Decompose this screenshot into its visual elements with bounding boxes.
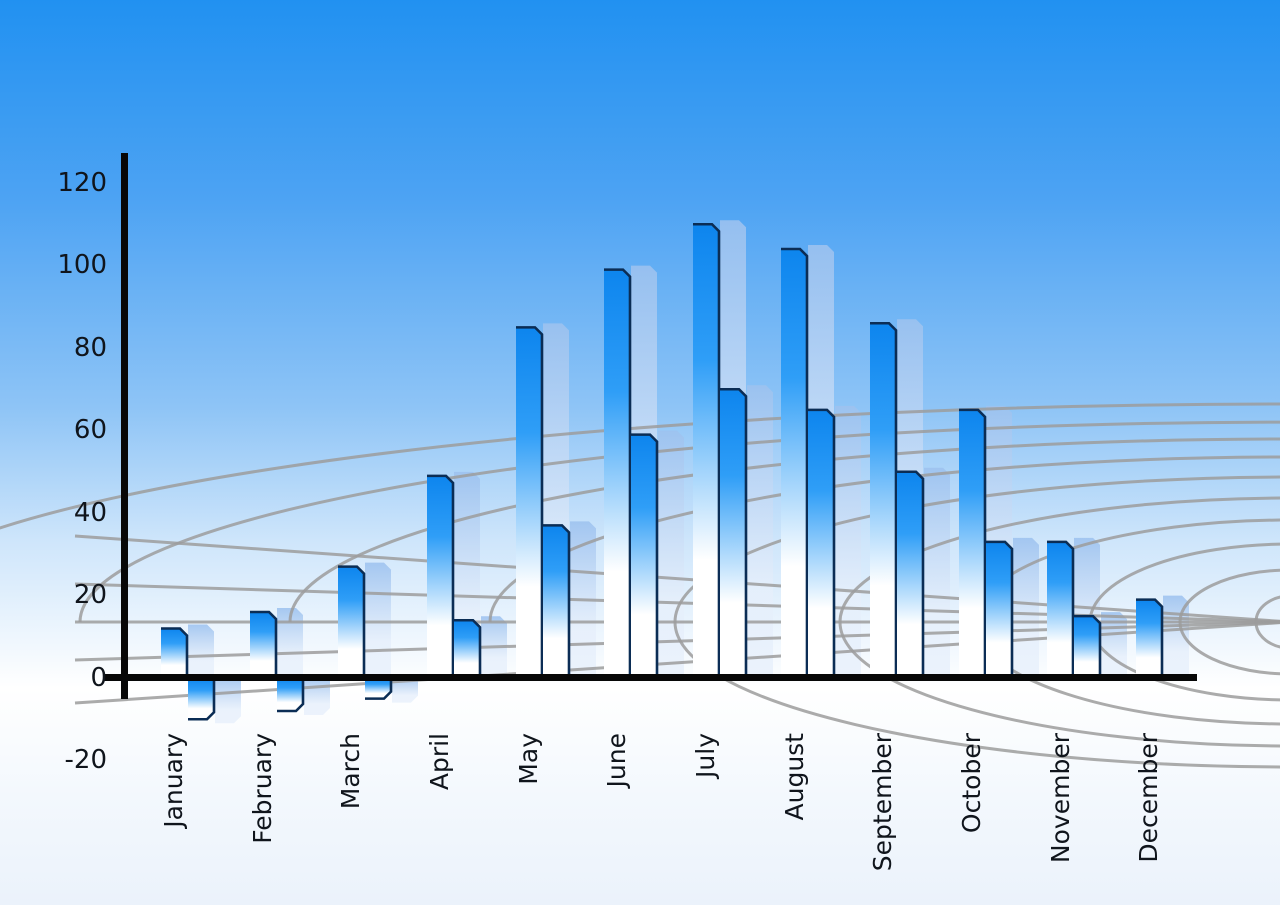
bar-shadow-september-2 [924,467,950,676]
bar-march-1 [338,566,364,678]
bar-february-1-edge [250,610,278,678]
bar-march-2-edge [365,678,393,700]
bar-shadow-october-2 [1013,537,1039,676]
grid-ring-outer-0 [488,455,1280,623]
bar-may-1-edge [516,326,544,678]
bar-may-2-edge [543,524,571,678]
axes-layer [104,153,1197,699]
grid-ring-outer-3 [0,402,1280,530]
bar-november-2-edge [1074,614,1102,678]
y-tick-label-0: 0 [90,663,107,693]
bar-october-1 [959,409,985,678]
bar-shadow-march-2 [392,678,418,703]
bar-march-2 [365,678,391,699]
bar-october-2-edge [986,540,1014,678]
bar-shadow-july-2 [747,385,773,676]
bar-september-1-edge [870,321,898,678]
bar-september-1 [870,323,896,678]
bar-shadow-march-1 [365,562,391,676]
bar-july-2 [720,389,746,678]
grid-radial-0 [74,534,1280,623]
y-tick-label-minus20: -20 [64,745,107,775]
bar-december-1-edge [1136,598,1164,678]
bar-april-2 [454,620,480,678]
y-tick-label-80: 80 [73,333,107,363]
bar-january-2 [188,678,214,720]
bar-february-1 [250,612,276,678]
y-tick-label-100: 100 [57,250,107,280]
x-axis-zero-line [104,674,1197,681]
bar-july-2-edge [720,387,748,678]
bar-june-1 [604,269,630,678]
bar-december-1 [1136,599,1162,678]
x-label-march: March [336,733,365,810]
bar-february-2-edge [277,678,305,713]
bar-june-2-edge [631,433,659,678]
bar-october-2 [986,541,1012,678]
bar-july-1 [693,224,719,678]
bar-november-1-edge [1047,540,1075,678]
y-tick-label-60: 60 [73,415,107,445]
bar-may-1 [516,327,542,678]
bar-january-1 [161,628,187,678]
bars-layer [161,222,1164,721]
x-label-september: September [868,733,897,872]
y-tick-label-120: 120 [57,168,107,198]
bar-january-1-edge [161,627,189,678]
bar-april-2-edge [454,618,482,678]
bar-may-2 [543,525,569,678]
bar-april-1 [427,475,453,678]
bar-june-1-edge [604,268,632,678]
bar-april-1-edge [427,474,455,678]
x-label-january: January [159,733,188,828]
bar-shadow-february-2 [304,678,330,715]
x-label-may: May [514,733,543,785]
y-tick-label-40: 40 [73,498,107,528]
x-label-july: July [691,733,720,778]
bar-march-1-edge [338,565,366,678]
x-label-november: November [1046,733,1075,864]
x-label-december: December [1134,733,1163,863]
bar-january-2-edge [188,678,216,721]
bar-september-2 [897,471,923,678]
y-axis-line [121,153,128,699]
bar-october-1-edge [959,408,987,678]
bar-june-2 [631,434,657,678]
bar-august-2-edge [808,408,836,678]
bar-september-2-edge [897,470,925,678]
bar-july-1-edge [693,222,721,678]
y-tick-label-20: 20 [73,580,107,610]
x-label-june: June [602,733,631,788]
bar-shadow-january-1 [188,624,214,676]
grid-ring-outer-1 [288,437,1280,623]
grid-ring-outer-2 [78,420,1280,623]
bar-february-2 [277,678,303,711]
bar-shadow-june-2 [658,430,684,676]
x-label-february: February [248,733,277,844]
bar-august-1-edge [781,247,809,678]
x-label-august: August [780,733,809,821]
bar-august-1 [781,249,807,678]
bar-november-1 [1047,541,1073,678]
x-label-october: October [957,733,986,834]
bar-november-2 [1074,616,1100,678]
bar-august-2 [808,409,834,678]
x-label-april: April [425,733,454,791]
bar-shadow-january-2 [215,678,241,724]
bar-shadow-february-1 [277,608,303,676]
